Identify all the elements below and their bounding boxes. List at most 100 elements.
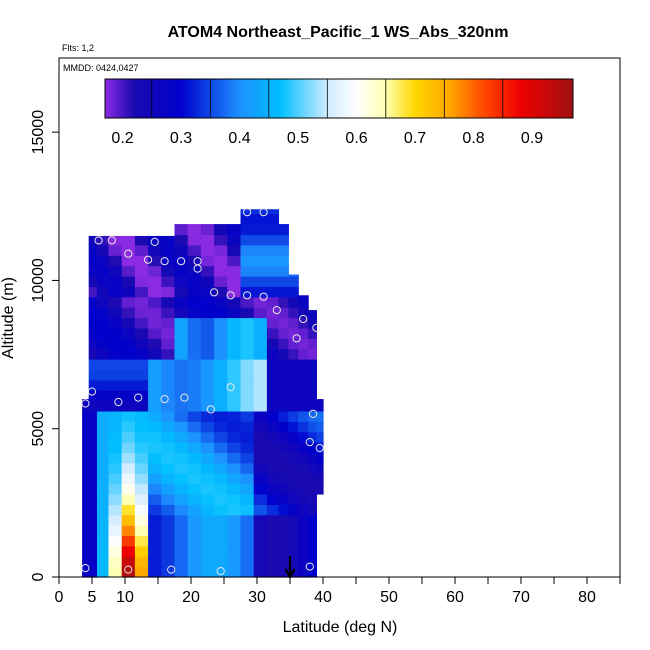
- heatmap-cell: [121, 535, 136, 547]
- heatmap-cell: [96, 545, 110, 557]
- heatmap-cell: [161, 421, 176, 433]
- heatmap-cell: [298, 504, 309, 516]
- heatmap-cell: [121, 452, 136, 464]
- colorbar-tick-label: 0.6: [345, 130, 367, 147]
- dates-label: MMDD: 0424,0427: [63, 63, 139, 73]
- heatmap-cell: [134, 410, 149, 422]
- colorbar-segment: [274, 79, 279, 118]
- heatmap-cell: [253, 234, 268, 246]
- colorbar-segment: [429, 79, 434, 118]
- heatmap-cell: [288, 307, 299, 319]
- colorbar-segment: [119, 79, 124, 118]
- heatmap-cell: [278, 421, 289, 433]
- heatmap-cell: [187, 556, 202, 568]
- heatmap-cell: [240, 224, 255, 236]
- heatmap-cell: [308, 442, 317, 454]
- colorbar-segment: [222, 79, 226, 118]
- heatmap-cell: [187, 566, 202, 578]
- heatmap-cell: [174, 400, 189, 412]
- colorbar-segment: [403, 79, 407, 118]
- heatmap-cell: [200, 348, 215, 360]
- heatmap-cell: [174, 421, 189, 433]
- heatmap-cell: [266, 535, 280, 547]
- heatmap-cell: [214, 400, 228, 412]
- heatmap-cell: [253, 566, 268, 578]
- heatmap-cell: [134, 483, 149, 495]
- colorbar-segment: [458, 79, 463, 118]
- heatmap-cell: [266, 275, 280, 287]
- colorbar-segment: [318, 79, 322, 118]
- heatmap-cell: [308, 359, 317, 370]
- colorbar-segment: [277, 79, 281, 118]
- colorbar: 0.2 0.3 0.4 0.5 0.6 0.7 0.8 0.9: [104, 78, 574, 147]
- heatmap-cell: [253, 545, 268, 557]
- heatmap-cell: [308, 545, 317, 557]
- heatmap-cell: [88, 286, 98, 298]
- colorbar-segment: [242, 79, 246, 118]
- heatmap-cell: [96, 348, 110, 360]
- heatmap-cell: [227, 265, 242, 277]
- colorbar-segment: [467, 79, 472, 118]
- heatmap-cell: [227, 504, 242, 516]
- sample-point: [144, 255, 153, 264]
- heatmap-cell: [148, 504, 162, 516]
- heatmap-cell: [82, 483, 90, 495]
- colorbar-segment: [148, 79, 153, 118]
- heatmap-cell: [278, 504, 289, 516]
- heatmap-cell: [288, 473, 299, 485]
- heatmap-cell: [308, 452, 317, 464]
- heatmap-cell: [278, 473, 289, 485]
- heatmap-cell: [88, 462, 98, 474]
- heatmap-cell: [161, 348, 176, 360]
- heatmap-cell: [134, 348, 149, 360]
- colorbar-segment: [356, 79, 360, 118]
- heatmap-cell: [121, 566, 136, 578]
- colorbar-segment: [163, 79, 167, 118]
- colorbar-segment: [128, 79, 132, 118]
- sample-point: [299, 314, 308, 324]
- heatmap-cell: [161, 307, 176, 319]
- colorbar-segment: [239, 79, 243, 118]
- colorbar-segment: [107, 79, 112, 118]
- heatmap-cell: [108, 483, 123, 495]
- sample-point: [124, 249, 133, 258]
- heatmap-cell: [148, 483, 162, 495]
- colorbar-segment: [154, 79, 159, 118]
- heatmap-cell: [121, 556, 136, 568]
- heatmap-cell: [82, 442, 90, 454]
- heatmap-cell: [174, 275, 189, 287]
- colorbar-segment: [143, 79, 147, 118]
- heatmap-cell: [253, 462, 268, 474]
- colorbar-segment: [192, 79, 197, 118]
- heatmap-cell: [134, 493, 149, 505]
- colorbar-segment: [371, 79, 375, 118]
- heatmap-cell: [227, 400, 242, 412]
- sample-point: [216, 567, 225, 576]
- heatmap-cell: [96, 473, 110, 485]
- colorbar-segment: [341, 79, 346, 118]
- heatmap-cell: [227, 483, 242, 495]
- heatmap-cell: [96, 327, 110, 339]
- colorbar-segment: [204, 79, 208, 118]
- colorbar-segment: [420, 79, 425, 118]
- heatmap-cell: [134, 296, 149, 308]
- heatmap-cell: [96, 504, 110, 516]
- colorbar-segment: [494, 79, 498, 118]
- heatmap-cell: [200, 431, 215, 443]
- heatmap-cell: [187, 545, 202, 557]
- heatmap-cell: [88, 255, 98, 267]
- heatmap-cell: [88, 556, 98, 568]
- colorbar-segment: [391, 79, 396, 118]
- heatmap-cell: [214, 265, 228, 277]
- heatmap-cell: [240, 442, 255, 454]
- heatmap-cell: [253, 359, 268, 370]
- heatmap-cell: [253, 338, 268, 350]
- heatmap-cell: [253, 514, 268, 526]
- colorbar-segment: [400, 79, 404, 118]
- colorbar-segment: [131, 79, 135, 118]
- heatmap-cell: [96, 286, 110, 298]
- heatmap-cell: [108, 462, 123, 474]
- heatmap-cell: [316, 400, 324, 412]
- colorbar-segment: [362, 79, 366, 118]
- colorbar-segment: [409, 79, 413, 118]
